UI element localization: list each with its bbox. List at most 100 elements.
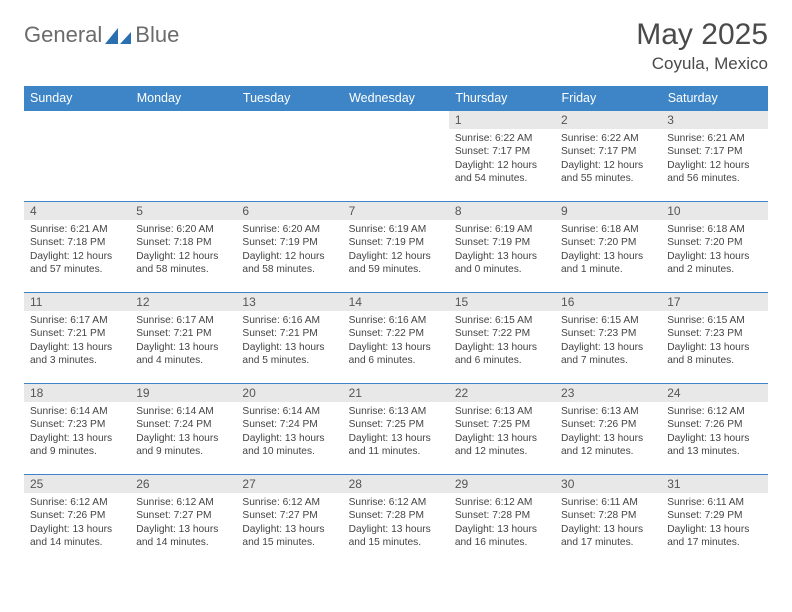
day-details: Sunrise: 6:14 AMSunset: 7:23 PMDaylight:…: [24, 402, 130, 461]
day-number: 13: [236, 293, 342, 311]
day-number: 17: [661, 293, 767, 311]
day-number: 6: [236, 202, 342, 220]
brand-text-1: General: [24, 22, 102, 48]
weekday-header: Tuesday: [236, 86, 342, 111]
day-number: 4: [24, 202, 130, 220]
day-details: Sunrise: 6:16 AMSunset: 7:21 PMDaylight:…: [236, 311, 342, 370]
brand-logo: General Blue: [24, 18, 179, 48]
calendar-cell: 29Sunrise: 6:12 AMSunset: 7:28 PMDayligh…: [449, 475, 555, 566]
day-details: Sunrise: 6:13 AMSunset: 7:26 PMDaylight:…: [555, 402, 661, 461]
calendar-page: General Blue May 2025 Coyula, Mexico Sun…: [0, 0, 792, 578]
day-details: Sunrise: 6:12 AMSunset: 7:27 PMDaylight:…: [236, 493, 342, 552]
day-number: 7: [343, 202, 449, 220]
day-number: 16: [555, 293, 661, 311]
calendar-cell: 1Sunrise: 6:22 AMSunset: 7:17 PMDaylight…: [449, 111, 555, 202]
day-number: 21: [343, 384, 449, 402]
day-number: 19: [130, 384, 236, 402]
calendar-cell: 30Sunrise: 6:11 AMSunset: 7:28 PMDayligh…: [555, 475, 661, 566]
calendar-cell: 2Sunrise: 6:22 AMSunset: 7:17 PMDaylight…: [555, 111, 661, 202]
calendar-cell: 6Sunrise: 6:20 AMSunset: 7:19 PMDaylight…: [236, 202, 342, 293]
weekday-header: Friday: [555, 86, 661, 111]
calendar-cell: 3Sunrise: 6:21 AMSunset: 7:17 PMDaylight…: [661, 111, 767, 202]
day-number: 26: [130, 475, 236, 493]
day-number: 28: [343, 475, 449, 493]
calendar-cell: 4Sunrise: 6:21 AMSunset: 7:18 PMDaylight…: [24, 202, 130, 293]
day-details: Sunrise: 6:19 AMSunset: 7:19 PMDaylight:…: [343, 220, 449, 279]
day-number: 15: [449, 293, 555, 311]
brand-sail-icon: [105, 27, 133, 45]
day-number: 12: [130, 293, 236, 311]
day-details: Sunrise: 6:15 AMSunset: 7:23 PMDaylight:…: [661, 311, 767, 370]
calendar-cell: [236, 111, 342, 202]
day-number: 1: [449, 111, 555, 129]
day-number: 8: [449, 202, 555, 220]
day-details: Sunrise: 6:21 AMSunset: 7:18 PMDaylight:…: [24, 220, 130, 279]
calendar-cell: 13Sunrise: 6:16 AMSunset: 7:21 PMDayligh…: [236, 293, 342, 384]
header: General Blue May 2025 Coyula, Mexico: [24, 18, 768, 74]
day-details: Sunrise: 6:20 AMSunset: 7:18 PMDaylight:…: [130, 220, 236, 279]
calendar-cell: 24Sunrise: 6:12 AMSunset: 7:26 PMDayligh…: [661, 384, 767, 475]
day-number: 3: [661, 111, 767, 129]
day-number: 29: [449, 475, 555, 493]
day-details: Sunrise: 6:14 AMSunset: 7:24 PMDaylight:…: [130, 402, 236, 461]
day-number: 10: [661, 202, 767, 220]
day-details: Sunrise: 6:19 AMSunset: 7:19 PMDaylight:…: [449, 220, 555, 279]
day-details: Sunrise: 6:14 AMSunset: 7:24 PMDaylight:…: [236, 402, 342, 461]
day-details: Sunrise: 6:13 AMSunset: 7:25 PMDaylight:…: [343, 402, 449, 461]
weekday-header: Wednesday: [343, 86, 449, 111]
weekday-header: Sunday: [24, 86, 130, 111]
calendar-cell: 5Sunrise: 6:20 AMSunset: 7:18 PMDaylight…: [130, 202, 236, 293]
calendar-cell: 25Sunrise: 6:12 AMSunset: 7:26 PMDayligh…: [24, 475, 130, 566]
calendar-cell: 28Sunrise: 6:12 AMSunset: 7:28 PMDayligh…: [343, 475, 449, 566]
day-details: Sunrise: 6:11 AMSunset: 7:28 PMDaylight:…: [555, 493, 661, 552]
day-details: Sunrise: 6:18 AMSunset: 7:20 PMDaylight:…: [661, 220, 767, 279]
calendar-cell: [130, 111, 236, 202]
calendar-cell: 9Sunrise: 6:18 AMSunset: 7:20 PMDaylight…: [555, 202, 661, 293]
calendar-cell: 18Sunrise: 6:14 AMSunset: 7:23 PMDayligh…: [24, 384, 130, 475]
day-details: Sunrise: 6:12 AMSunset: 7:26 PMDaylight:…: [24, 493, 130, 552]
calendar-cell: 31Sunrise: 6:11 AMSunset: 7:29 PMDayligh…: [661, 475, 767, 566]
day-details: Sunrise: 6:21 AMSunset: 7:17 PMDaylight:…: [661, 129, 767, 188]
calendar-body: 1Sunrise: 6:22 AMSunset: 7:17 PMDaylight…: [24, 111, 768, 566]
day-number: 14: [343, 293, 449, 311]
day-details: Sunrise: 6:12 AMSunset: 7:28 PMDaylight:…: [343, 493, 449, 552]
calendar-table: Sunday Monday Tuesday Wednesday Thursday…: [24, 86, 768, 566]
day-details: Sunrise: 6:17 AMSunset: 7:21 PMDaylight:…: [130, 311, 236, 370]
day-details: Sunrise: 6:22 AMSunset: 7:17 PMDaylight:…: [555, 129, 661, 188]
calendar-cell: 20Sunrise: 6:14 AMSunset: 7:24 PMDayligh…: [236, 384, 342, 475]
calendar-cell: 8Sunrise: 6:19 AMSunset: 7:19 PMDaylight…: [449, 202, 555, 293]
day-number: 31: [661, 475, 767, 493]
calendar-cell: 15Sunrise: 6:15 AMSunset: 7:22 PMDayligh…: [449, 293, 555, 384]
day-details: Sunrise: 6:11 AMSunset: 7:29 PMDaylight:…: [661, 493, 767, 552]
day-details: Sunrise: 6:13 AMSunset: 7:25 PMDaylight:…: [449, 402, 555, 461]
calendar-row: 18Sunrise: 6:14 AMSunset: 7:23 PMDayligh…: [24, 384, 768, 475]
calendar-cell: 23Sunrise: 6:13 AMSunset: 7:26 PMDayligh…: [555, 384, 661, 475]
calendar-cell: [24, 111, 130, 202]
day-number: 23: [555, 384, 661, 402]
calendar-cell: [343, 111, 449, 202]
calendar-cell: 27Sunrise: 6:12 AMSunset: 7:27 PMDayligh…: [236, 475, 342, 566]
day-details: Sunrise: 6:12 AMSunset: 7:27 PMDaylight:…: [130, 493, 236, 552]
title-area: May 2025 Coyula, Mexico: [636, 18, 768, 74]
weekday-header: Thursday: [449, 86, 555, 111]
day-details: Sunrise: 6:18 AMSunset: 7:20 PMDaylight:…: [555, 220, 661, 279]
day-number: 20: [236, 384, 342, 402]
weekday-header: Saturday: [661, 86, 767, 111]
day-details: Sunrise: 6:17 AMSunset: 7:21 PMDaylight:…: [24, 311, 130, 370]
weekday-header: Monday: [130, 86, 236, 111]
day-details: Sunrise: 6:20 AMSunset: 7:19 PMDaylight:…: [236, 220, 342, 279]
calendar-cell: 26Sunrise: 6:12 AMSunset: 7:27 PMDayligh…: [130, 475, 236, 566]
calendar-cell: 7Sunrise: 6:19 AMSunset: 7:19 PMDaylight…: [343, 202, 449, 293]
calendar-row: 11Sunrise: 6:17 AMSunset: 7:21 PMDayligh…: [24, 293, 768, 384]
calendar-cell: 10Sunrise: 6:18 AMSunset: 7:20 PMDayligh…: [661, 202, 767, 293]
day-number: 11: [24, 293, 130, 311]
calendar-cell: 17Sunrise: 6:15 AMSunset: 7:23 PMDayligh…: [661, 293, 767, 384]
day-number: 18: [24, 384, 130, 402]
calendar-row: 25Sunrise: 6:12 AMSunset: 7:26 PMDayligh…: [24, 475, 768, 566]
weekday-header-row: Sunday Monday Tuesday Wednesday Thursday…: [24, 86, 768, 111]
calendar-cell: 12Sunrise: 6:17 AMSunset: 7:21 PMDayligh…: [130, 293, 236, 384]
day-details: Sunrise: 6:16 AMSunset: 7:22 PMDaylight:…: [343, 311, 449, 370]
calendar-row: 4Sunrise: 6:21 AMSunset: 7:18 PMDaylight…: [24, 202, 768, 293]
day-details: Sunrise: 6:12 AMSunset: 7:28 PMDaylight:…: [449, 493, 555, 552]
calendar-cell: 14Sunrise: 6:16 AMSunset: 7:22 PMDayligh…: [343, 293, 449, 384]
